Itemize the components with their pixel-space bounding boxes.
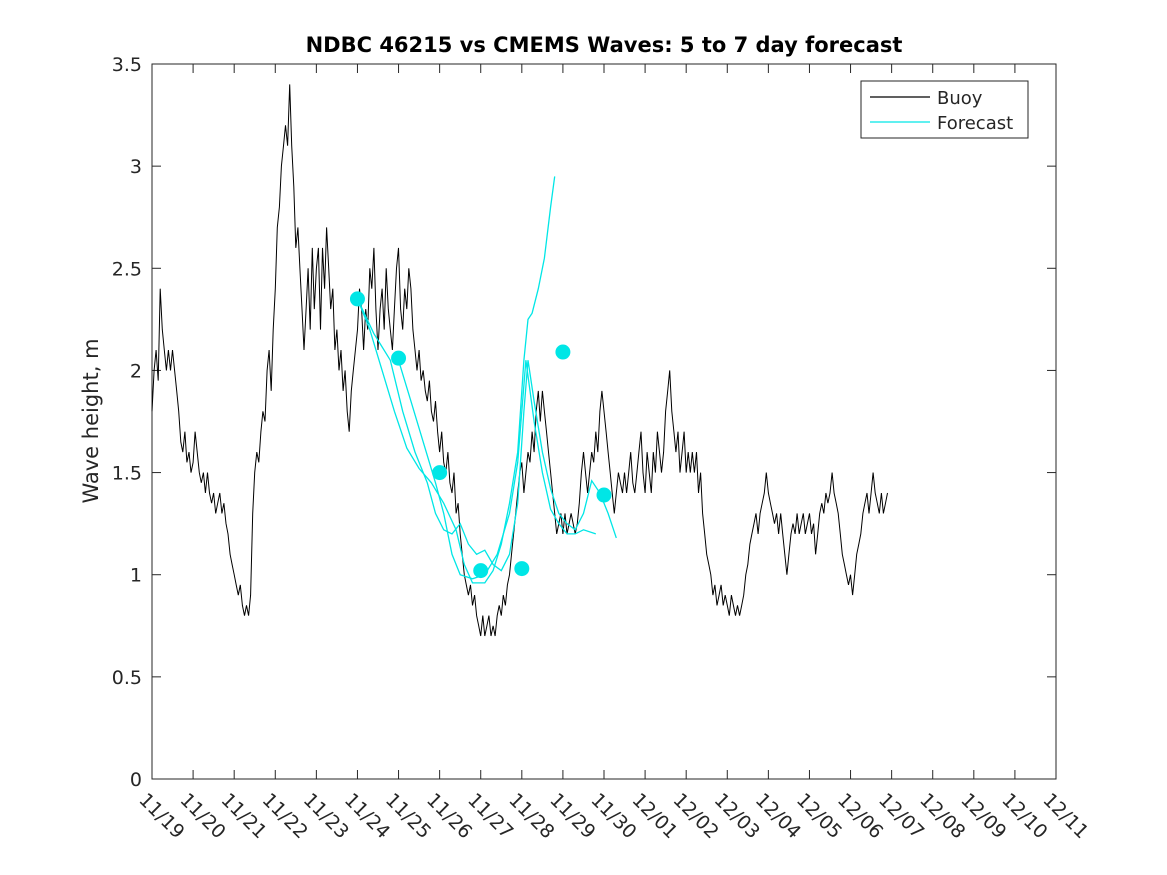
x-tick-label: 11/29 [545,789,599,843]
x-tick-label: 11/23 [299,789,353,843]
legend-label: Forecast [937,113,1013,134]
y-tick-label: 1 [130,565,142,587]
x-tick-label: 11/28 [504,789,558,843]
x-tick-label: 12/05 [792,789,846,843]
forecast-marker [391,350,407,366]
forecast-marker [555,344,571,360]
y-tick-label: 1.5 [112,463,142,485]
x-tick-label: 11/21 [217,789,271,843]
y-tick-label: 2 [130,360,142,382]
x-tick-label: 11/26 [422,789,476,843]
x-tick-label: 11/20 [176,789,230,843]
y-tick-label: 2.5 [112,258,142,280]
x-tick-label: 11/30 [586,789,640,843]
x-tick-label: 12/09 [956,789,1010,843]
x-tick-label: 12/01 [628,789,682,843]
forecast-marker [349,291,365,307]
x-tick-label: 12/04 [751,789,805,843]
plot-area: 00.511.522.533.511/1911/2011/2111/2211/2… [112,54,1093,843]
x-tick-label: 12/10 [997,789,1051,843]
forecast-line [356,176,556,584]
axes-box [151,63,1057,780]
x-tick-label: 12/03 [710,789,764,843]
x-tick-label: 11/25 [381,789,435,843]
x-tick-label: 12/06 [833,789,887,843]
x-tick-label: 12/07 [874,789,928,843]
x-tick-label: 11/19 [134,789,188,843]
legend-box [860,80,1029,139]
x-tick-label: 12/08 [915,789,969,843]
y-tick-label: 0 [130,769,142,791]
y-tick-label: 3 [130,156,142,178]
forecast-marker [596,487,612,503]
buoy-line [151,84,888,637]
forecast-marker [432,465,448,481]
forecast-marker [473,563,489,579]
chart-title: NDBC 46215 vs CMEMS Waves: 5 to 7 day fo… [306,33,903,57]
x-tick-label: 11/24 [340,789,394,843]
y-tick-label: 0.5 [112,667,142,689]
x-tick-label: 11/22 [258,789,312,843]
legend-label: Buoy [937,88,983,109]
forecast-line-2 [356,298,617,572]
forecast-marker [514,561,530,577]
y-axis-label: Wave height, m [79,338,103,503]
y-tick-label: 3.5 [112,54,142,76]
x-tick-label: 12/02 [669,789,723,843]
x-tick-label: 12/11 [1038,789,1092,843]
forecast-line-3 [397,360,597,580]
x-tick-label: 11/27 [463,789,517,843]
